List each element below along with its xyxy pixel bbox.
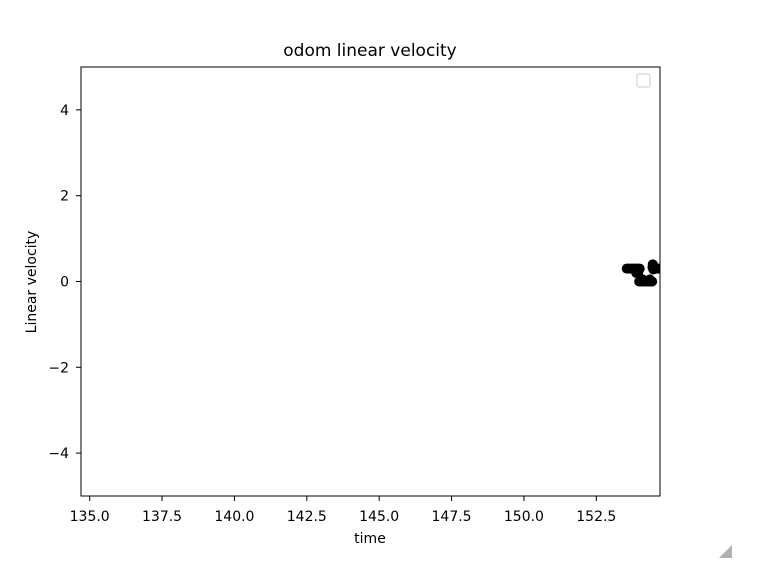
x-axis-label: time — [354, 531, 386, 547]
y-tick-label: 2 — [60, 189, 69, 205]
y-axis: −4 −2 0 2 4 — [48, 103, 81, 462]
y-axis-label: Linear velocity — [24, 231, 40, 334]
x-tick-label: 135.0 — [70, 509, 110, 525]
x-tick-label: 150.0 — [504, 509, 544, 525]
data-point — [647, 259, 658, 270]
y-tick-label: 0 — [60, 275, 69, 291]
x-tick-label: 142.5 — [287, 509, 327, 525]
x-tick-label: 137.5 — [142, 509, 182, 525]
y-tick-label: 4 — [60, 103, 69, 119]
x-tick-label: 140.0 — [214, 509, 254, 525]
resize-grip[interactable] — [719, 545, 732, 558]
data-series — [621, 259, 660, 287]
x-tick-label: 152.5 — [576, 509, 616, 525]
data-point — [644, 274, 655, 285]
legend-box — [636, 73, 651, 88]
x-axis: 135.0 137.5 140.0 142.5 145.0 147.5 150.0 152.5 — [70, 496, 616, 525]
y-tick-label: −4 — [48, 446, 69, 462]
x-tick-label: 145.0 — [359, 509, 399, 525]
data-point — [633, 267, 644, 278]
x-tick-label: 147.5 — [432, 509, 472, 525]
y-tick-label: −2 — [48, 360, 69, 376]
plot-area — [80, 66, 661, 497]
chart-title: odom linear velocity — [283, 41, 457, 61]
data-point — [637, 274, 648, 285]
